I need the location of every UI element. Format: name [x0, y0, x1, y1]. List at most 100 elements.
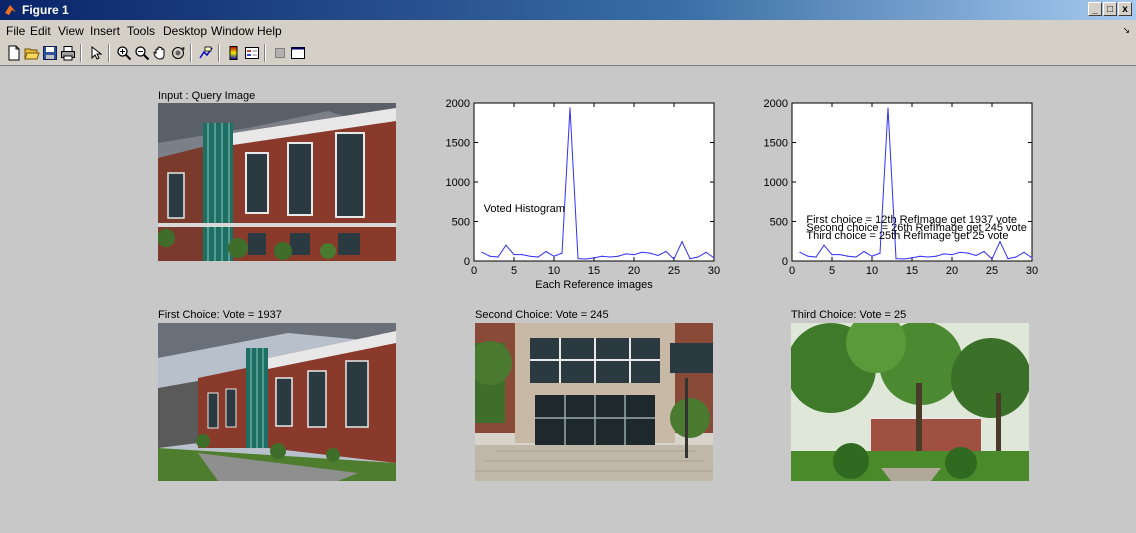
vote-data-point — [689, 258, 691, 260]
vote-data-point — [505, 244, 507, 246]
menu-file[interactable]: File — [6, 24, 26, 38]
toolbar-separator — [264, 44, 266, 62]
vote-data-point — [561, 252, 563, 254]
second-choice-title: Second Choice: Vote = 245 — [475, 309, 609, 321]
save-icon[interactable] — [42, 45, 58, 61]
show-plot-tools-icon[interactable] — [290, 45, 306, 61]
x-tick-label: 30 — [708, 265, 720, 277]
x-tick-label: 25 — [986, 265, 998, 277]
menu-bar: File Edit View Insert Tools Desktop Wind… — [0, 20, 1136, 40]
x-tick-label: 10 — [548, 265, 560, 277]
vote-data-point — [617, 255, 619, 257]
vote-data-point — [481, 251, 483, 253]
hide-plot-tools-icon[interactable] — [272, 45, 288, 61]
third-choice-photo — [791, 323, 1029, 481]
vote-data-point — [951, 254, 953, 256]
window-title: Figure 1 — [22, 3, 69, 17]
vote-data-point — [1007, 258, 1009, 260]
vote-data-point — [521, 254, 523, 256]
toolbar-separator — [218, 44, 220, 62]
vote-data-point — [831, 254, 833, 256]
vote-data-point — [895, 258, 897, 260]
x-tick-label: 5 — [829, 265, 835, 277]
open-file-icon[interactable] — [24, 45, 40, 61]
data-cursor-icon[interactable] — [198, 45, 214, 61]
menu-dock-arrow-icon[interactable]: ↘ — [1122, 25, 1130, 35]
vote-data-point — [847, 255, 849, 257]
vote-data-point — [1015, 256, 1017, 258]
vote-data-point — [697, 256, 699, 258]
vote-data-point — [927, 256, 929, 258]
new-figure-icon[interactable] — [6, 45, 22, 61]
x-axis-label: Each Reference images — [535, 279, 653, 291]
zoom-in-icon[interactable] — [116, 45, 132, 61]
x-tick-label: 0 — [789, 265, 795, 277]
vote-data-point — [649, 252, 651, 254]
x-tick-label: 10 — [866, 265, 878, 277]
maximize-button[interactable]: □ — [1103, 2, 1117, 16]
vote-data-point — [497, 256, 499, 258]
menu-window[interactable]: Window — [211, 24, 254, 38]
first-choice-photo — [158, 323, 396, 481]
menu-desktop[interactable]: Desktop — [163, 24, 208, 38]
vote-data-point — [665, 250, 667, 253]
x-tick-label: 25 — [668, 265, 680, 277]
vote-data-point — [553, 255, 555, 257]
y-tick-label: 2000 — [446, 98, 470, 110]
close-button[interactable]: x — [1118, 2, 1132, 16]
vote-data-point — [545, 250, 547, 253]
menu-insert[interactable]: Insert — [90, 24, 121, 38]
plot-annotation: Third choice = 25th RefImage get 25 vote — [806, 230, 1008, 242]
x-tick-label: 15 — [588, 265, 600, 277]
vote-data-point — [799, 251, 801, 253]
vote-data-point — [807, 255, 809, 257]
insert-colorbar-icon[interactable] — [226, 45, 242, 61]
x-tick-label: 20 — [946, 265, 958, 277]
zoom-out-icon[interactable] — [134, 45, 150, 61]
vote-data-point — [713, 257, 715, 259]
pan-icon[interactable] — [152, 45, 168, 61]
edit-plot-icon[interactable] — [88, 45, 104, 61]
voted-histogram-plot: 0 5 10 15 20 25 30 0 500 1000 1500 2000 Each Referen… — [446, 98, 721, 291]
insert-legend-icon[interactable] — [244, 45, 260, 61]
minimize-button[interactable]: _ — [1088, 2, 1102, 16]
x-tick-label: 0 — [471, 265, 477, 277]
vote-data-point — [681, 241, 683, 243]
second-choice-photo — [475, 323, 713, 481]
vote-data-point — [673, 258, 675, 260]
vote-data-point — [967, 252, 969, 254]
vote-data-point — [879, 252, 881, 254]
rotate-3d-icon[interactable] — [170, 45, 186, 61]
vote-data-point — [999, 241, 1001, 243]
vote-data-point — [983, 250, 985, 253]
vote-data-point — [863, 250, 865, 253]
y-tick-label: 500 — [770, 217, 788, 229]
query-building-photo — [158, 103, 396, 261]
menu-edit[interactable]: Edit — [30, 24, 51, 38]
vote-data-point — [887, 107, 889, 109]
toolbar-separator — [108, 44, 110, 62]
menu-help[interactable]: Help — [257, 24, 282, 38]
menu-view[interactable]: View — [58, 24, 84, 38]
vote-data-point — [633, 254, 635, 256]
vote-data-point — [657, 254, 659, 257]
y-tick-label: 500 — [452, 217, 470, 229]
print-icon[interactable] — [60, 45, 76, 61]
plot-axes-box — [791, 102, 1033, 262]
vote-data-point — [625, 253, 627, 255]
y-tick-label: 1500 — [764, 138, 788, 150]
x-tick-label: 30 — [1026, 265, 1038, 277]
vote-data-point — [823, 244, 825, 246]
vote-data-point — [855, 256, 857, 258]
vote-data-point — [705, 251, 707, 253]
vote-series-line — [799, 107, 1033, 260]
vote-data-point — [593, 257, 595, 259]
vote-data-point — [569, 107, 571, 109]
menu-tools[interactable]: Tools — [127, 24, 156, 38]
y-tick-label: 1000 — [446, 177, 470, 189]
vote-data-point — [641, 251, 643, 253]
vote-data-point — [601, 255, 603, 257]
plot-annotation: First choice = 12th RefImage get 1937 vo… — [806, 214, 1017, 226]
vote-data-point — [903, 258, 905, 260]
title-bar: Figure 1 _ □ x — [0, 0, 1136, 20]
